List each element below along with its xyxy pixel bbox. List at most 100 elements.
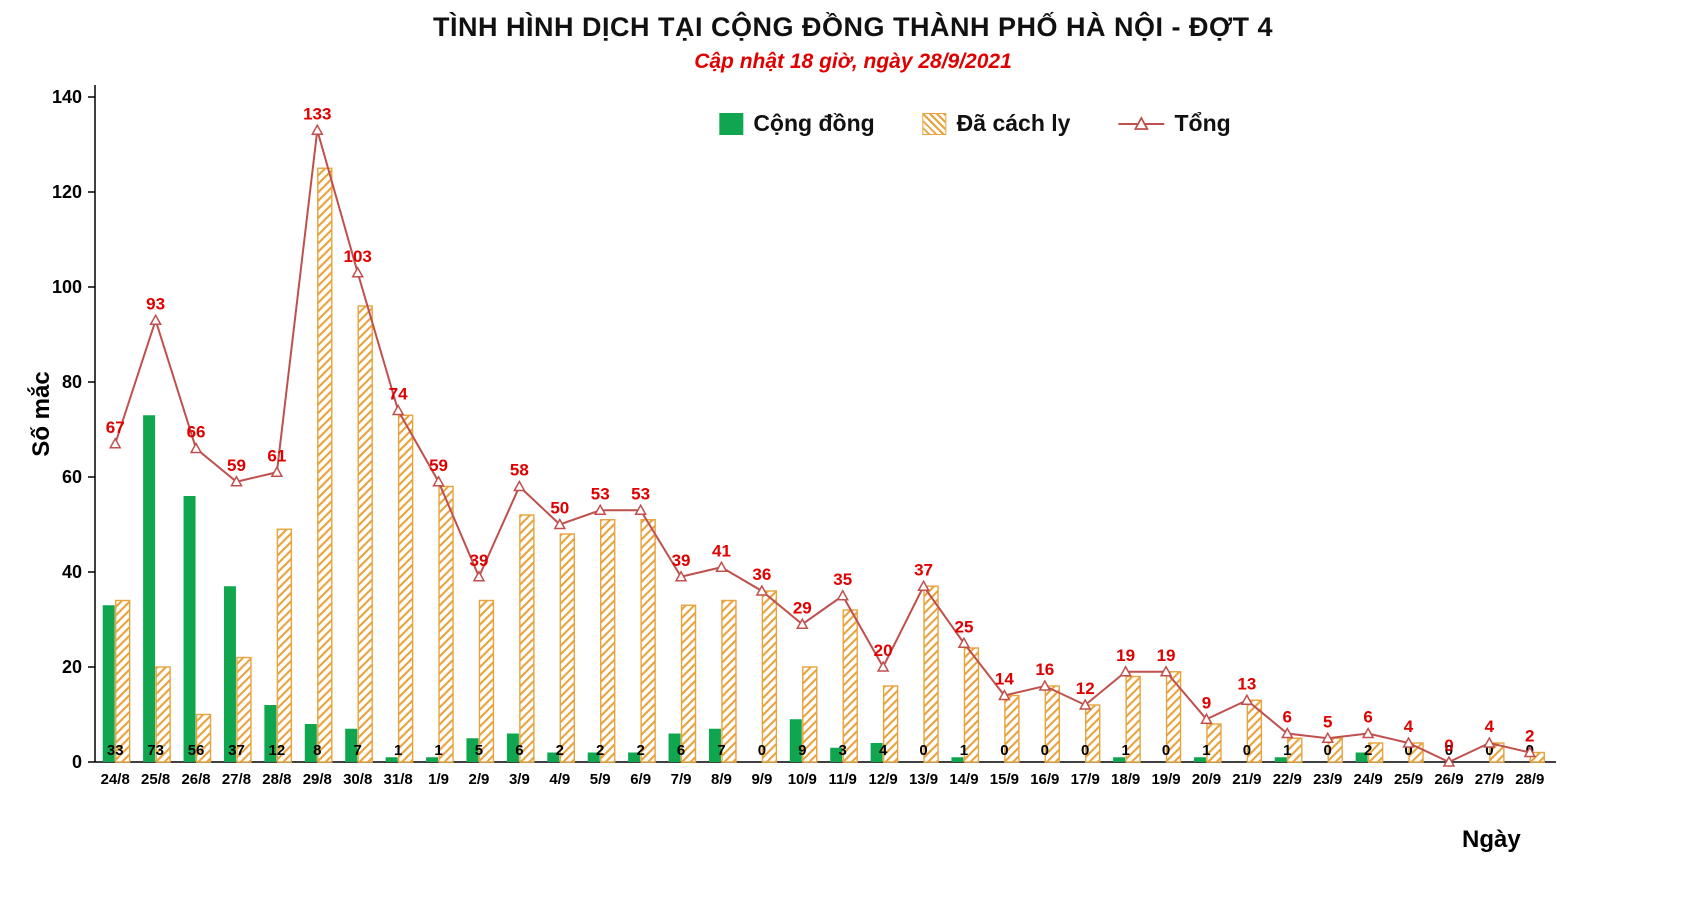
value-label-tong: 74 xyxy=(389,385,408,404)
marker-tong xyxy=(1281,726,1294,739)
legend-label-tong: Tổng xyxy=(1174,110,1231,136)
y-axis-title: Số mắc xyxy=(28,371,55,457)
value-label-tong: 19 xyxy=(1116,646,1135,665)
bar-da-cach-ly xyxy=(1367,742,1384,763)
y-tick-label: 40 xyxy=(62,562,82,582)
marker-tong xyxy=(836,589,849,601)
marker-tong xyxy=(634,503,647,515)
bar-da-cach-ly xyxy=(397,414,414,763)
value-label-tong: 36 xyxy=(752,565,771,584)
x-tick-label: 27/8 xyxy=(222,771,251,788)
chart-subtitle: Cập nhật 18 giờ, ngày 28/9/2021 xyxy=(694,50,1012,73)
bar-cong-dong xyxy=(628,752,641,762)
marker-tong xyxy=(876,660,890,672)
value-label-cong-dong: 0 xyxy=(1000,742,1008,759)
bar-da-cach-ly xyxy=(680,604,697,763)
marker-tong xyxy=(149,313,162,325)
value-label-cong-dong: 1 xyxy=(434,742,442,759)
marker-tong xyxy=(472,570,486,582)
x-tick-label: 18/9 xyxy=(1111,771,1140,788)
bar-cong-dong xyxy=(668,733,681,762)
bar-cong-dong xyxy=(466,738,479,762)
x-tick-label: 9/9 xyxy=(751,771,772,788)
value-label-tong: 13 xyxy=(1237,674,1256,693)
x-tick-label: 31/8 xyxy=(384,771,413,788)
bar-da-cach-ly xyxy=(559,533,575,763)
x-tick-label: 6/9 xyxy=(630,771,651,788)
marker-tong xyxy=(108,437,122,449)
value-label-cong-dong: 12 xyxy=(269,742,286,759)
value-label-tong: 41 xyxy=(712,541,731,560)
chart-title: TÌNH HÌNH DỊCH TẠI CỘNG ĐỒNG THÀNH PHỐ H… xyxy=(432,12,1274,42)
value-label-cong-dong: 56 xyxy=(188,742,205,759)
value-label-cong-dong: 33 xyxy=(107,742,124,759)
value-label-cong-dong: 5 xyxy=(475,742,483,759)
value-label-tong: 20 xyxy=(874,641,893,660)
y-tick-label: 20 xyxy=(62,657,82,677)
bar-da-cach-ly xyxy=(1044,685,1060,763)
marker-tong xyxy=(1119,665,1132,677)
marker-tong xyxy=(917,579,930,591)
marker-tong xyxy=(593,503,607,515)
value-label-tong: 9 xyxy=(1202,693,1211,712)
value-label-tong: 53 xyxy=(591,484,610,503)
legend-label-cong-dong: Cộng đồng xyxy=(753,110,875,136)
x-tick-label: 12/9 xyxy=(869,771,898,788)
bar-da-cach-ly xyxy=(963,647,980,763)
marker-tong xyxy=(553,517,567,530)
value-label-cong-dong: 6 xyxy=(515,742,523,759)
bar-da-cach-ly xyxy=(357,305,373,763)
x-tick-label: 24/8 xyxy=(101,771,130,788)
x-tick-label: 14/9 xyxy=(949,771,978,788)
y-tick-label: 80 xyxy=(62,372,82,392)
value-label-tong: 66 xyxy=(187,423,206,442)
bar-da-cach-ly xyxy=(1125,675,1141,763)
bar-cong-dong xyxy=(830,747,843,762)
x-tick-label: 21/9 xyxy=(1232,771,1261,788)
value-label-tong: 5 xyxy=(1323,712,1332,731)
marker-tong xyxy=(513,479,526,492)
value-label-tong: 67 xyxy=(106,418,125,437)
x-axis-title: Ngày xyxy=(1462,826,1521,853)
bar-cong-dong xyxy=(183,496,196,762)
value-label-cong-dong: 1 xyxy=(394,742,402,759)
x-tick-label: 26/9 xyxy=(1434,771,1463,788)
value-label-cong-dong: 8 xyxy=(313,742,321,759)
x-tick-label: 8/9 xyxy=(711,771,732,788)
x-tick-label: 16/9 xyxy=(1030,771,1059,788)
bar-da-cach-ly xyxy=(640,519,656,763)
bar-da-cach-ly xyxy=(155,666,171,763)
bar-da-cach-ly xyxy=(802,666,818,763)
legend-swatch-cong-dong-icon xyxy=(719,112,744,135)
x-tick-label: 24/9 xyxy=(1354,771,1383,788)
legend: Cộng đồng Đã cách ly Tổng xyxy=(719,110,1231,137)
value-label-cong-dong: 0 xyxy=(1243,742,1251,759)
x-tick-label: 15/9 xyxy=(990,771,1019,788)
bar-da-cach-ly xyxy=(882,685,899,763)
bar-da-cach-ly xyxy=(600,519,616,763)
value-label-cong-dong: 0 xyxy=(919,742,927,759)
marker-tong xyxy=(1240,693,1254,705)
legend-item-tong: Tổng xyxy=(1118,110,1231,137)
bar-cong-dong xyxy=(789,719,802,762)
value-label-cong-dong: 1 xyxy=(1202,742,1210,759)
value-label-tong: 35 xyxy=(833,570,852,589)
value-label-tong: 4 xyxy=(1485,717,1495,736)
legend-item-da-cach-ly: Đã cách ly xyxy=(922,110,1070,137)
bar-da-cach-ly xyxy=(236,656,252,763)
legend-line-tong-icon xyxy=(1118,115,1165,130)
y-tick-label: 140 xyxy=(52,87,82,107)
x-tick-label: 23/9 xyxy=(1313,771,1342,788)
value-label-tong: 53 xyxy=(631,484,650,503)
marker-tong xyxy=(755,584,769,596)
value-label-cong-dong: 0 xyxy=(1041,742,1049,759)
bar-da-cach-ly xyxy=(1287,737,1303,763)
marker-tong xyxy=(270,465,284,477)
bar-da-cach-ly xyxy=(478,599,495,763)
value-label-cong-dong: 2 xyxy=(596,742,604,759)
value-label-tong: 12 xyxy=(1076,679,1095,698)
value-label-cong-dong: 1 xyxy=(1283,742,1291,759)
y-tick-label: 100 xyxy=(52,277,82,297)
marker-tong xyxy=(1078,698,1092,710)
